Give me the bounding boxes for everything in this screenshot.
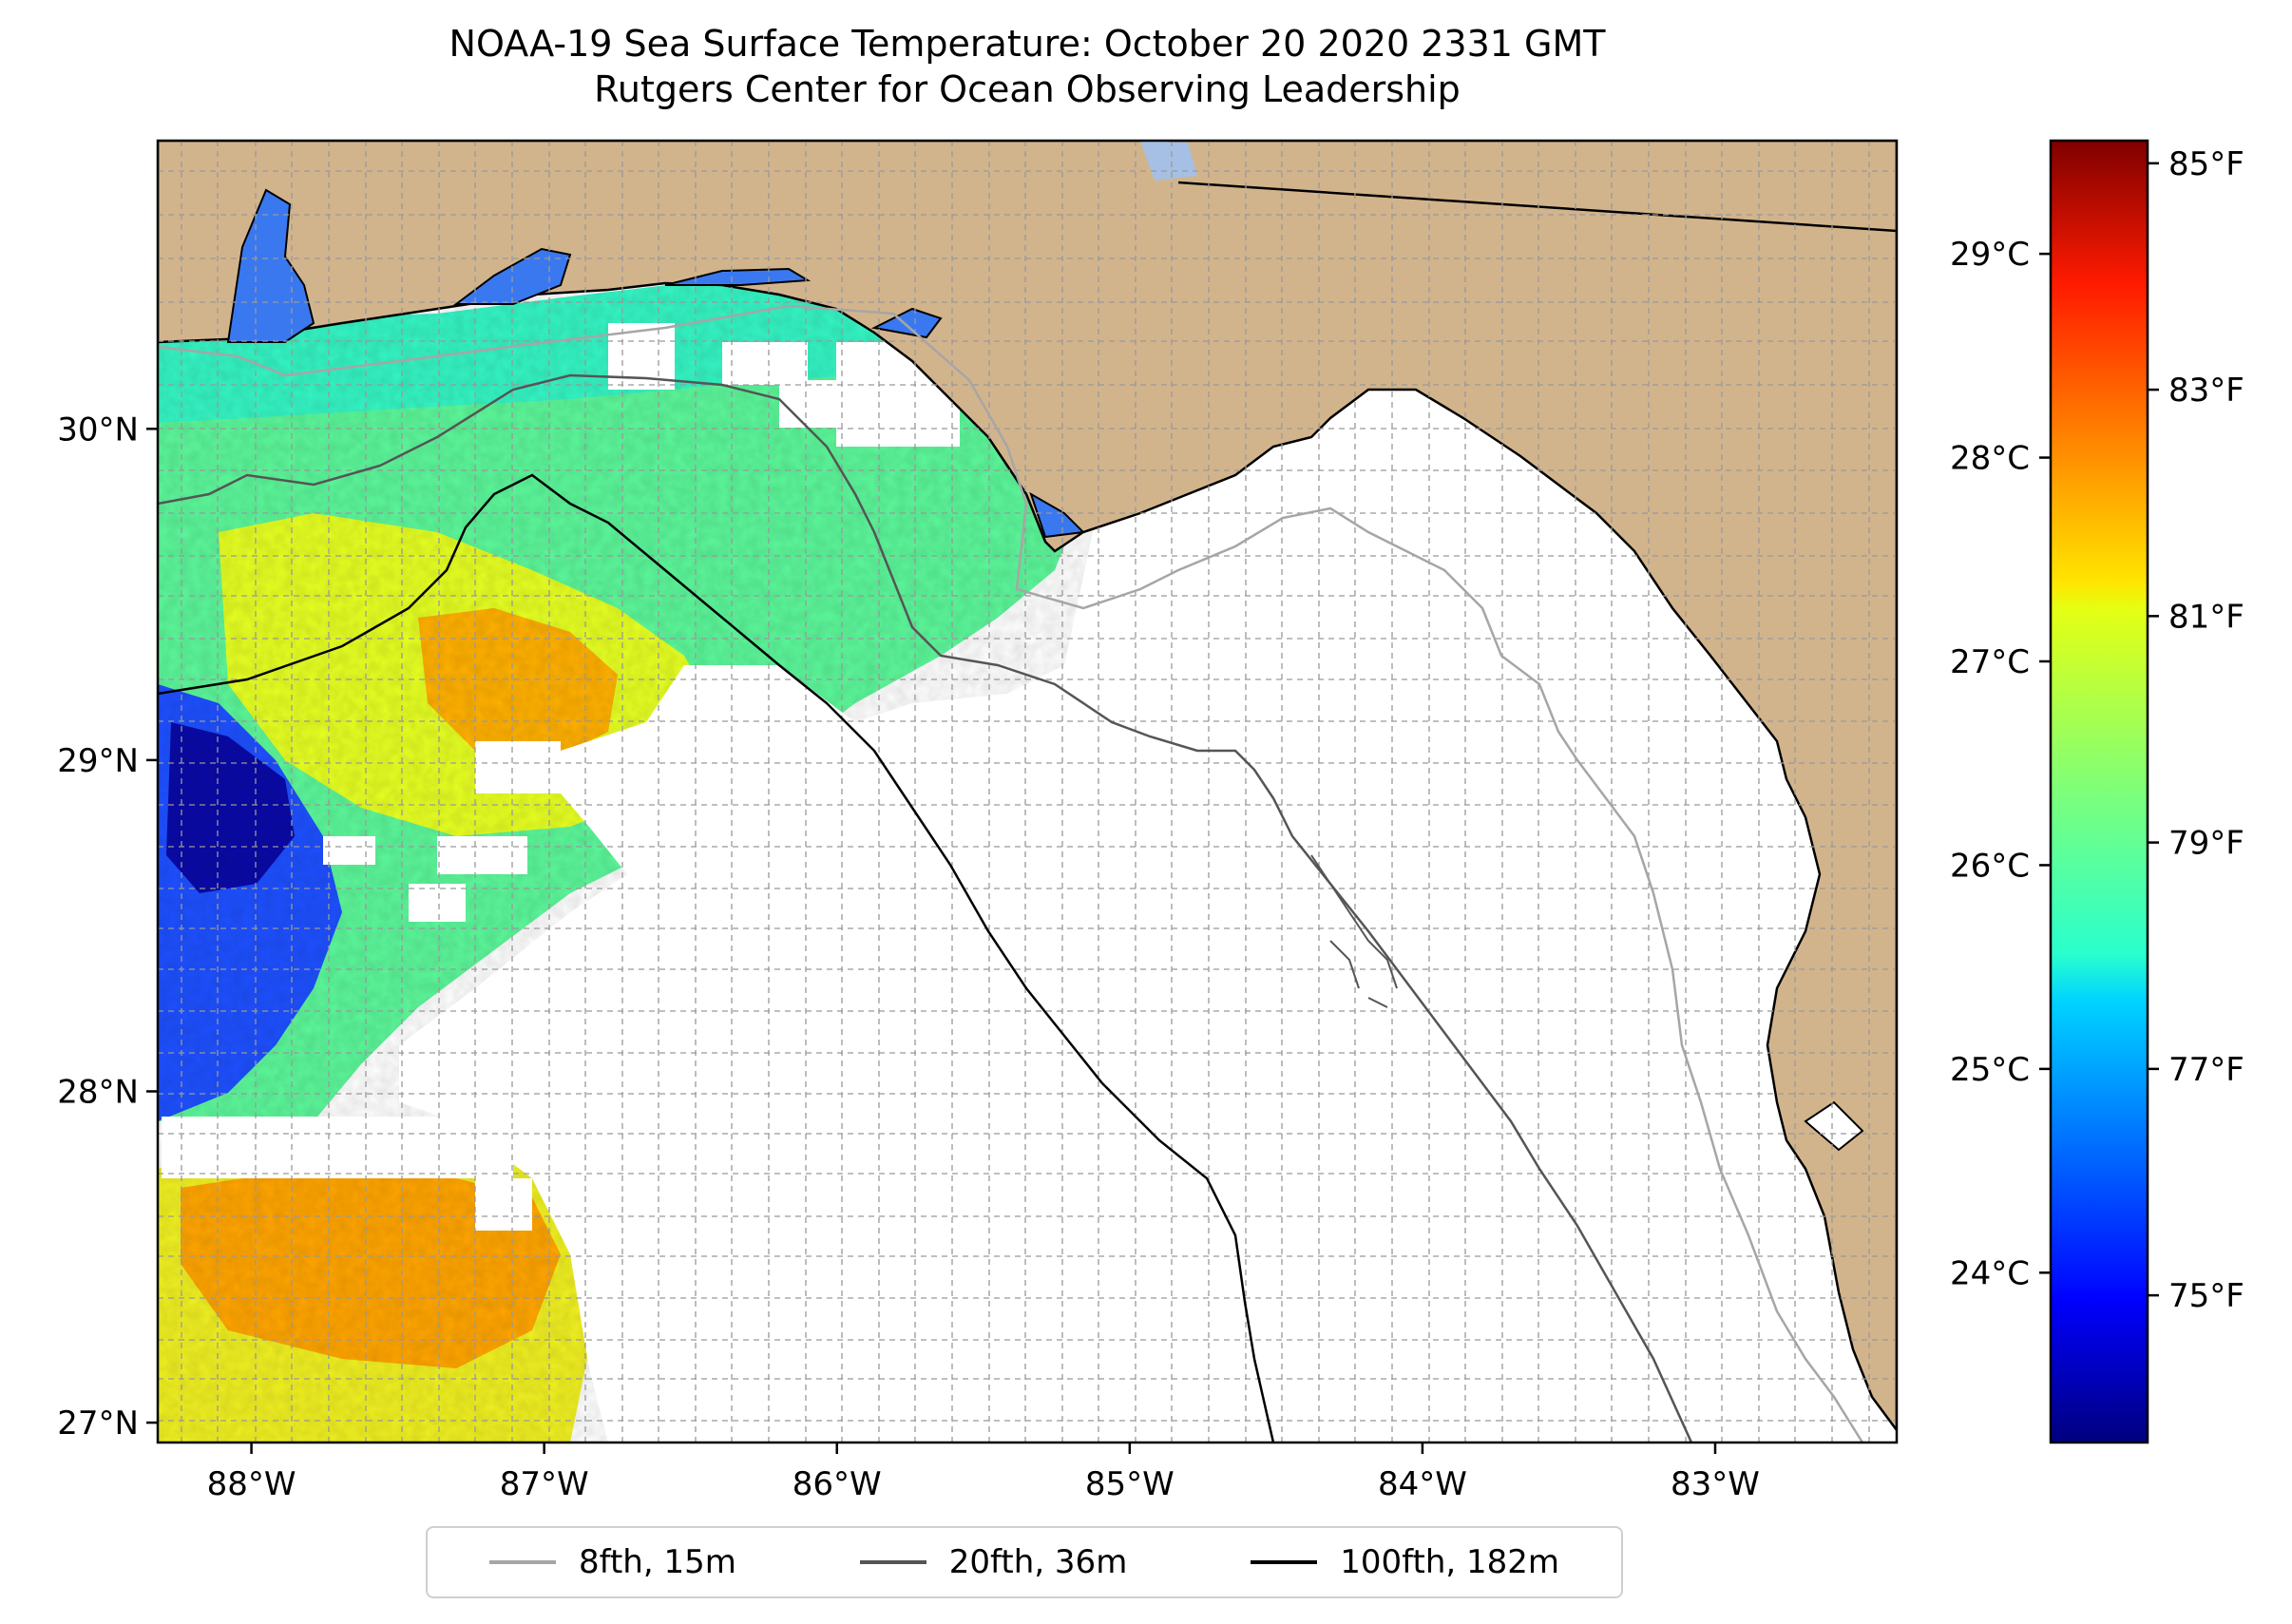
bays [226, 188, 1086, 539]
legend-item-20fth: 20fth, 36m [859, 1543, 1128, 1581]
lat-tick-label-0: 30°N [57, 411, 139, 449]
gridlines [158, 141, 1897, 1442]
st-andrew-bay [870, 307, 943, 339]
land-panhandle [158, 141, 1897, 1433]
map-area [158, 141, 1897, 1442]
lat-tick-label-3: 27°N [57, 1404, 139, 1442]
legend-swatch-100fth [1251, 1560, 1318, 1564]
lon-tick-label-5: 83°W [1671, 1465, 1760, 1503]
legend: 8fth, 15m 20fth, 36m 100fth, 182m [426, 1526, 1623, 1598]
legend-label-100fth: 100fth, 182m [1340, 1543, 1560, 1581]
axis-labels: 88°W 87°W 86°W 85°W 84°W 83°W 30°N 29°N 28°N 27°N [57, 411, 1760, 1503]
cbar-c-label-5: 24°C [1950, 1254, 2030, 1292]
colorbar-ticks [2039, 162, 2159, 1297]
lat-tick-label-1: 29°N [57, 742, 139, 780]
pensacola-bay [453, 247, 572, 305]
legend-item-8fth: 8fth, 15m [488, 1543, 736, 1581]
lon-tick-label-2: 86°W [793, 1465, 882, 1503]
cbar-f-label-4: 77°F [2168, 1051, 2244, 1089]
colorbar [2049, 139, 2149, 1444]
map-frame [156, 139, 1899, 1444]
cbar-f-label-5: 75°F [2168, 1277, 2244, 1315]
title-line-2: Rutgers Center for Ocean Observing Leade… [594, 68, 1461, 110]
state-boundary [1177, 181, 1897, 233]
cbar-f-label-0: 85°F [2168, 145, 2244, 183]
legend-label-20fth: 20fth, 36m [948, 1543, 1128, 1581]
choctawhatchee-bay [664, 267, 812, 286]
isobath-100fth [158, 473, 1275, 1442]
lat-tick-label-2: 28°N [57, 1073, 139, 1111]
cbar-f-label-1: 83°F [2168, 372, 2244, 410]
cbar-f-label-2: 81°F [2168, 598, 2244, 636]
isobath-8fth [158, 304, 1864, 1442]
title-line-1: NOAA-19 Sea Surface Temperature: October… [449, 23, 1606, 65]
cbar-c-label-0: 29°C [1950, 236, 2030, 274]
lon-tick-label-1: 87°W [500, 1465, 589, 1503]
mobile-bay [226, 188, 315, 343]
map-title: NOAA-19 Sea Surface Temperature: October… [158, 21, 1897, 112]
cbar-c-label-4: 25°C [1950, 1051, 2030, 1089]
cbar-c-label-1: 28°C [1950, 440, 2030, 478]
tampa-bay [1804, 1100, 1864, 1152]
land [158, 141, 1897, 1433]
legend-item-100fth: 100fth, 182m [1251, 1543, 1559, 1581]
colorbar-labels: 85°F 83°F 81°F 79°F 77°F 75°F 29°C 28°C 27°C 26°C… [1950, 145, 2244, 1315]
legend-swatch-8fth [488, 1560, 556, 1564]
legend-swatch-20fth [859, 1560, 926, 1564]
apalachicola-bay [1029, 491, 1086, 539]
cbar-c-label-2: 27°C [1950, 643, 2030, 681]
axis-ticks [146, 428, 1717, 1454]
legend-label-8fth: 8fth, 15m [578, 1543, 736, 1581]
lon-tick-label-4: 84°W [1378, 1465, 1467, 1503]
lon-tick-label-3: 85°W [1085, 1465, 1175, 1503]
lon-tick-label-0: 88°W [207, 1465, 296, 1503]
isobath-20fth [158, 373, 1693, 1442]
isobath-20fth-islands [1310, 854, 1398, 1008]
cbar-f-label-3: 79°F [2168, 825, 2244, 863]
cbar-c-label-3: 26°C [1950, 847, 2030, 885]
